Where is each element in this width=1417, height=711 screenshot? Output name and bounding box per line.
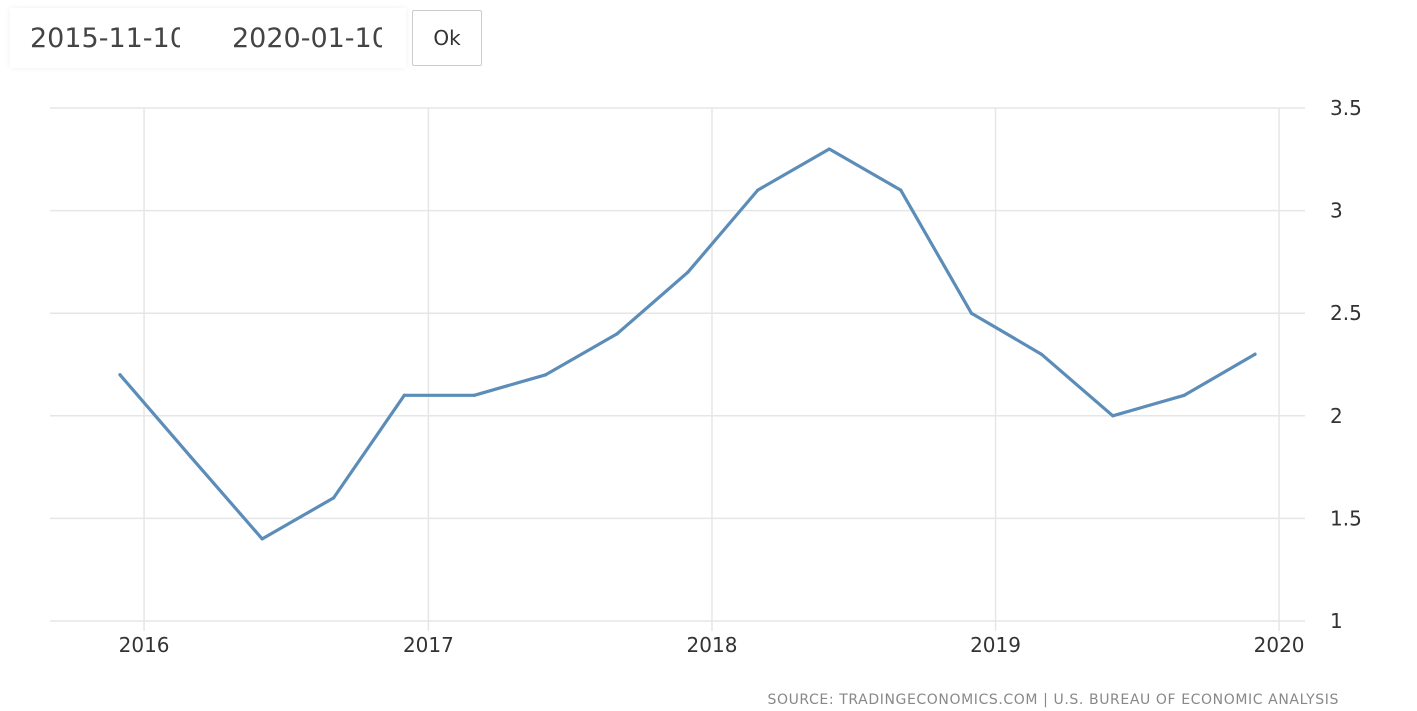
date-range-toolbar: Ok (0, 0, 500, 78)
data-point (756, 188, 760, 192)
data-point (1182, 393, 1186, 397)
y-tick-label: 1.5 (1330, 506, 1362, 530)
data-point (969, 311, 974, 315)
x-tick-label: 2016 (119, 633, 170, 657)
data-point (899, 188, 903, 192)
data-point (686, 270, 690, 274)
data-point (615, 332, 619, 336)
date-range-box (10, 8, 406, 68)
data-point (118, 373, 122, 377)
data-point (332, 496, 336, 500)
data-point (402, 393, 406, 397)
x-tick-label: 2020 (1254, 633, 1305, 657)
ok-button[interactable]: Ok (412, 10, 482, 66)
data-point (260, 537, 264, 541)
data-point (1039, 352, 1043, 356)
y-tick-label: 2.5 (1330, 301, 1362, 325)
data-point (827, 147, 831, 151)
x-tick-label: 2018 (687, 633, 738, 657)
data-point (1253, 352, 1257, 356)
series-line (118, 147, 1257, 541)
y-tick-label: 3.5 (1330, 96, 1362, 120)
data-point (189, 455, 193, 459)
source-note: SOURCE: TRADINGECONOMICS.COM | U.S. BURE… (767, 692, 1339, 708)
y-tick-label: 3 (1330, 199, 1343, 223)
x-tick-label: 2017 (403, 633, 454, 657)
x-tick-label: 2019 (970, 633, 1021, 657)
end-date-input[interactable] (232, 16, 382, 60)
data-point (544, 373, 548, 377)
data-point (1111, 414, 1115, 418)
y-tick-label: 2 (1330, 404, 1343, 428)
start-date-input[interactable] (30, 16, 180, 60)
data-point (472, 393, 476, 397)
y-tick-label: 1 (1330, 609, 1343, 633)
